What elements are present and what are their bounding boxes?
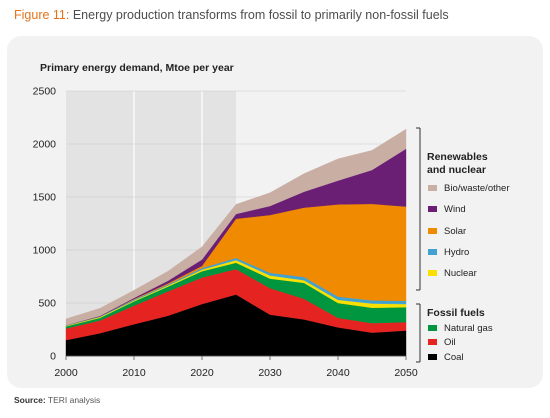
legend-label-hydro: Hydro [444, 247, 469, 258]
legend-group-title-fossil: Fossil fuels [427, 307, 485, 319]
legend-label-solar: Solar [444, 226, 466, 237]
x-tick-label: 2000 [54, 367, 78, 379]
legend-label-nuclear: Nuclear [444, 268, 477, 279]
y-tick-label: 1500 [33, 192, 57, 204]
legend-group-title-renewables: Renewables [427, 151, 488, 163]
x-tick-label: 2040 [326, 367, 350, 379]
figure-title: Figure 11: Energy production transforms … [14, 8, 449, 22]
y-tick-label: 500 [38, 298, 56, 310]
legend-swatch-solar [428, 228, 437, 234]
y-tick-label: 2500 [33, 86, 57, 98]
figure-number: Figure 11: [14, 8, 70, 22]
legend-swatch-natural-gas [428, 325, 437, 331]
x-tick-label: 2020 [190, 367, 214, 379]
legend-swatch-bio-waste-other [428, 185, 437, 191]
source-note: Source: TERI analysis [14, 395, 100, 405]
y-tick-label: 1000 [33, 245, 57, 257]
legend-label-bio-waste-other: Bio/waste/other [444, 183, 509, 194]
legend-label-oil: Oil [444, 337, 456, 348]
stacked-areas [65, 128, 407, 357]
source-text: TERI analysis [47, 395, 101, 405]
area-bio-waste-other [65, 128, 407, 326]
legend-label-coal: Coal [444, 352, 464, 363]
x-tick-label: 2010 [122, 367, 146, 379]
legend-swatch-wind [428, 206, 437, 212]
y-tick-label: 2000 [33, 139, 57, 151]
legend-group-title-renewables: and nuclear [427, 164, 486, 176]
legend-swatch-hydro [428, 249, 437, 255]
chart-title: Primary energy demand, Mtoe per year [40, 62, 234, 74]
legend-swatch-coal [428, 354, 437, 360]
source-label: Source: [14, 395, 46, 405]
axes: 0 500 1000 1500 2000 2500 2000 2010 2020 2030 2040… [33, 86, 418, 380]
legend-label-wind: Wind [444, 204, 466, 215]
legend-label-natural-gas: Natural gas [444, 323, 493, 334]
x-tick-label: 2050 [394, 367, 418, 379]
figure-caption: Energy production transforms from fossil… [72, 8, 449, 22]
legend-swatch-oil [428, 339, 437, 345]
legend-swatch-nuclear [428, 270, 437, 276]
y-tick-label: 0 [50, 351, 56, 363]
x-tick-label: 2030 [258, 367, 282, 379]
